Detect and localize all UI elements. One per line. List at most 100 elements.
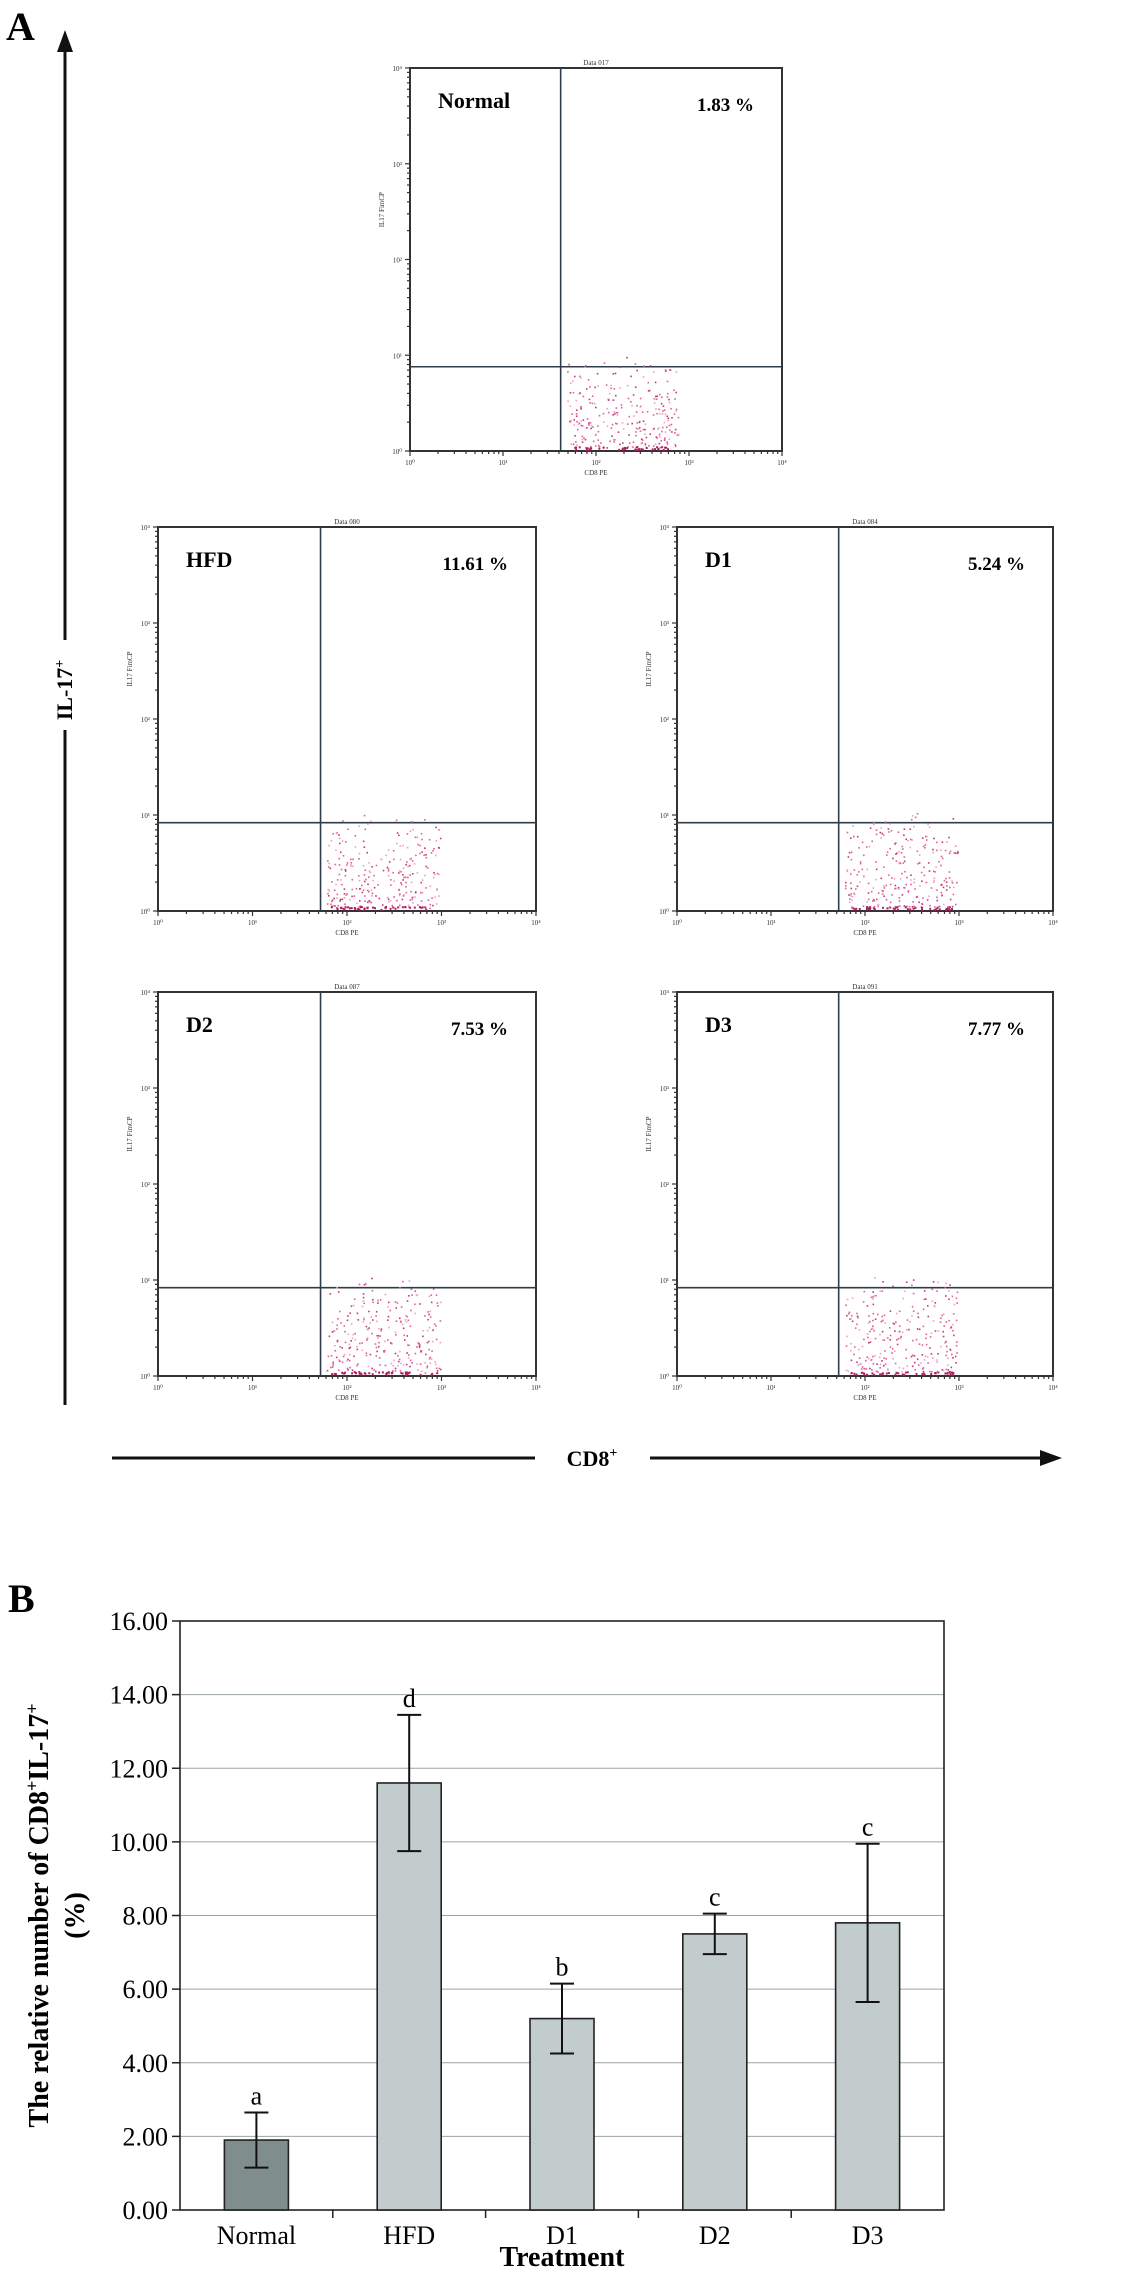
plot-y-axis-label: IL17 FimCP: [645, 1116, 653, 1151]
x-tick-label: 10¹: [766, 1384, 775, 1392]
y-tick-label: 0.00: [123, 2196, 169, 2225]
x-tick-label: D2: [699, 2221, 731, 2250]
x-tick-label: 10³: [437, 919, 446, 927]
x-tick-label: 10²: [860, 919, 869, 927]
bar-chart: 0.00 2.00 4.00 6.00 8.00 10.00 12.00 14.00 16.00…: [22, 1607, 945, 2272]
error-bar-normal: [244, 2111, 269, 2169]
significance-label: a: [251, 2081, 263, 2110]
x-tick-label: 10¹: [766, 919, 775, 927]
significance-label: c: [709, 1883, 721, 1912]
y-tick-label: 12.00: [110, 1754, 169, 1783]
y-tick-label: 6.00: [123, 1975, 169, 2004]
y-tick-label: 10²: [141, 716, 150, 724]
flow-plots: Data 01710⁰10⁰10¹10¹10²10²10³10³10⁴10⁴CD…: [126, 59, 1058, 1402]
error-bar-d2: [702, 1912, 727, 1956]
x-arrow: [112, 1450, 1062, 1466]
y-tick-label: 10⁴: [660, 989, 670, 997]
x-tick-label: 10⁰: [672, 1384, 682, 1392]
y-tick-label: 10⁰: [659, 1373, 669, 1381]
y-axis-label: The relative number of CD8+IL-17+: [22, 1704, 55, 2128]
x-tick-label: 10⁴: [531, 919, 541, 927]
y-tick-label: 10³: [141, 620, 150, 628]
event-dots: [567, 356, 680, 451]
y-tick-label: 10.00: [110, 1828, 169, 1857]
y-tick-label: 10¹: [141, 812, 150, 820]
plot-x-axis-label: CD8 PE: [335, 1394, 358, 1402]
significance-label: c: [862, 1813, 874, 1842]
panel-b-letter: B: [8, 1576, 35, 1621]
y-tick-label: 10⁰: [659, 908, 669, 916]
event-dots: [326, 1277, 442, 1376]
y-tick-label: 10⁰: [140, 908, 150, 916]
plot-frame: [157, 526, 537, 912]
plot-frame: [676, 526, 1054, 912]
event-dots: [845, 1277, 959, 1376]
x-tick-label: 10¹: [498, 459, 507, 467]
event-dots: [326, 814, 442, 911]
y-tick-label: 10⁴: [141, 989, 151, 997]
x-tick-label: 10⁴: [1048, 1384, 1058, 1392]
x-tick-label: 10⁴: [531, 1384, 541, 1392]
x-tick-label: Normal: [217, 2221, 296, 2250]
plot-data-label: Data 091: [852, 983, 878, 991]
plot-frame: [409, 67, 783, 452]
y-tick-label: 10⁰: [392, 448, 402, 456]
y-axis-label-unit: (%): [60, 1892, 91, 1939]
plot-x-axis-label: CD8 PE: [853, 929, 876, 937]
plot-percent: 1.83 %: [697, 95, 754, 116]
y-tick-label: 10¹: [660, 1277, 669, 1285]
plot-data-label: Data 087: [334, 983, 360, 991]
y-tick-label: 10⁴: [660, 524, 670, 532]
plot-data-label: Data 084: [852, 518, 878, 526]
x-tick-label: 10⁰: [153, 919, 163, 927]
x-tick-label: 10⁰: [672, 919, 682, 927]
y-tick-label: 10¹: [660, 812, 669, 820]
x-tick-label: 10³: [684, 459, 693, 467]
y-tick-label: 10²: [660, 716, 669, 724]
panel-a-letter: A: [6, 4, 35, 49]
y-tick-label: 8.00: [123, 1902, 169, 1931]
x-tick-label: 10⁰: [153, 1384, 163, 1392]
x-tick-label: D3: [852, 2221, 884, 2250]
y-tick-label: 10³: [660, 620, 669, 628]
plot-percent: 5.24 %: [968, 554, 1025, 575]
x-tick-label: 10³: [954, 919, 963, 927]
plot-name: HFD: [186, 547, 232, 572]
plot-y-axis-label: IL17 FimCP: [645, 651, 653, 686]
x-tick-label: 10²: [860, 1384, 869, 1392]
x-tick-label: HFD: [383, 2221, 435, 2250]
y-tick-label: 10⁴: [393, 65, 403, 73]
plot-frame: [676, 991, 1054, 1377]
y-tick-label: 10²: [660, 1181, 669, 1189]
y-tick-label: 10¹: [141, 1277, 150, 1285]
x-tick-label: 10²: [591, 459, 600, 467]
y-tick-label: 4.00: [123, 2049, 169, 2078]
y-tick-label: 14.00: [110, 1681, 169, 1710]
plot-data-label: Data 017: [583, 59, 609, 67]
x-tick-label: 10³: [437, 1384, 446, 1392]
x-tick-label: 10¹: [248, 1384, 257, 1392]
x-tick-label: 10⁴: [1048, 919, 1058, 927]
y-tick-label: 10¹: [393, 352, 402, 360]
bar-hfd: [376, 1782, 443, 2211]
plot-percent: 11.61 %: [443, 554, 508, 575]
error-bar-hfd: [397, 1713, 422, 1853]
cd8-axis-label: CD8+: [567, 1446, 618, 1471]
plot-percent: 7.77 %: [968, 1019, 1025, 1040]
y-tick-label: 10⁴: [141, 524, 151, 532]
plot-name: D1: [705, 547, 732, 572]
plot-data-label: Data 080: [334, 518, 360, 526]
plot-x-axis-label: CD8 PE: [853, 1394, 876, 1402]
plot-name: Normal: [438, 88, 510, 113]
y-tick-label: 10³: [141, 1085, 150, 1093]
y-tick-label: 16.00: [110, 1607, 169, 1636]
x-tick-label: 10²: [342, 919, 351, 927]
il17-axis-label: IL-17+: [52, 660, 77, 721]
x-tick-label: 10³: [954, 1384, 963, 1392]
significance-label: b: [556, 1953, 569, 1982]
